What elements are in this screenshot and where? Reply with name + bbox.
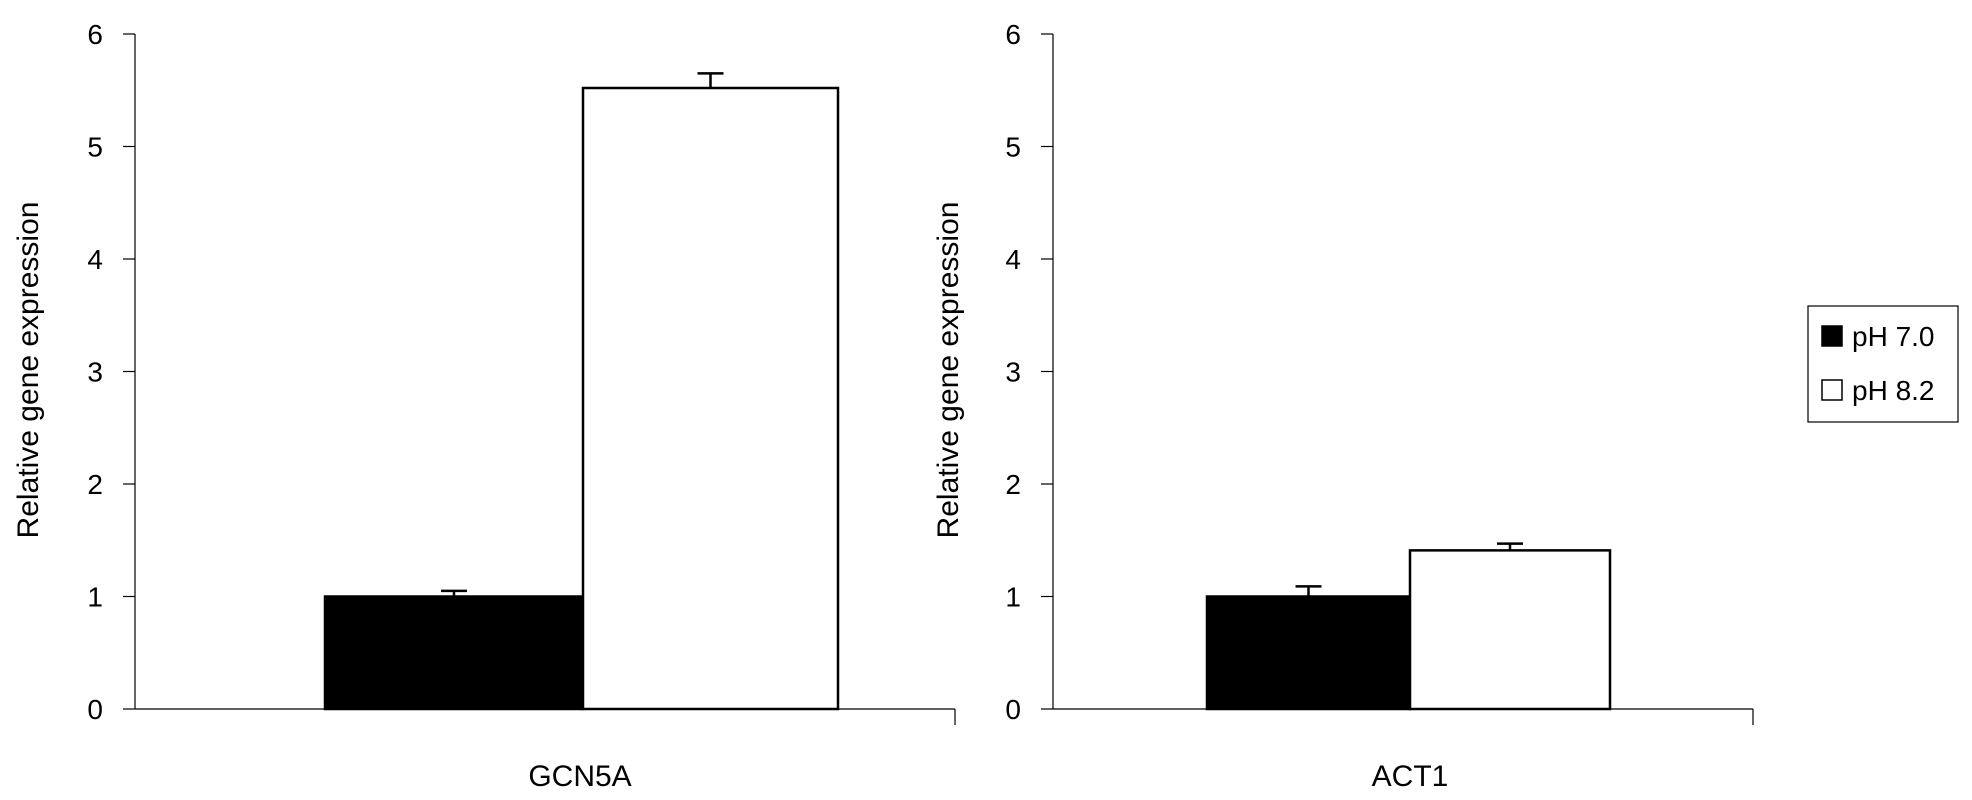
legend: pH 7.0 pH 8.2 xyxy=(1807,305,1959,423)
y-tick-label: 0 xyxy=(87,694,103,725)
y-tick-label: 2 xyxy=(1005,469,1021,500)
y-tick-label: 5 xyxy=(1005,132,1021,163)
y-tick-label: 1 xyxy=(87,582,103,613)
y-tick-label: 6 xyxy=(1005,19,1021,50)
bar-ph82 xyxy=(581,86,840,711)
y-tick-label: 6 xyxy=(87,19,103,50)
y-tick-label: 1 xyxy=(1005,582,1021,613)
y-axis-title: Relative gene expression xyxy=(932,202,965,539)
y-tick-label: 3 xyxy=(87,357,103,388)
x-category-label: GCN5A xyxy=(528,760,631,793)
y-tick-label: 0 xyxy=(1005,694,1021,725)
legend-swatch-ph82 xyxy=(1821,379,1843,401)
bar-ph70 xyxy=(323,595,585,711)
y-tick-label: 3 xyxy=(1005,357,1021,388)
legend-label-ph82: pH 8.2 xyxy=(1852,375,1935,406)
y-tick-label: 4 xyxy=(87,244,103,275)
y-axis-title: Relative gene expression xyxy=(12,202,45,539)
y-tick-label: 4 xyxy=(1005,244,1021,275)
y-tick-label: 2 xyxy=(87,469,103,500)
legend-label-ph70: pH 7.0 xyxy=(1852,321,1935,352)
x-category-label: ACT1 xyxy=(1372,760,1449,793)
y-tick-label: 5 xyxy=(87,132,103,163)
bar-ph70 xyxy=(1205,595,1412,711)
gcn5a-chart: Relative gene expression GCN5A 0 1 2 3 4 5 6 xyxy=(12,19,956,793)
legend-swatch-ph70 xyxy=(1821,325,1843,347)
bar-ph82 xyxy=(1408,549,1612,711)
act1-chart: Relative gene expression ACT1 0 1 2 3 4 5 6 xyxy=(932,19,1754,793)
